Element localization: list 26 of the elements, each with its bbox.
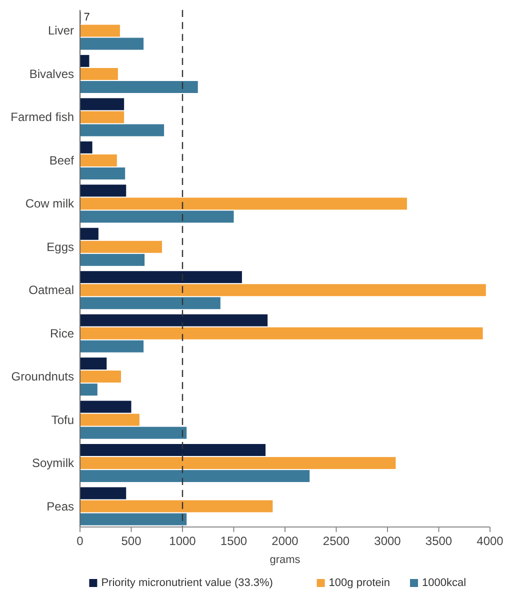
x-tick-label: 1500 <box>220 534 248 548</box>
x-tick-label: 500 <box>121 534 142 548</box>
data-label: 7 <box>84 12 90 24</box>
y-tick-label: Peas <box>46 499 74 514</box>
x-tick-label: 3500 <box>425 534 452 548</box>
legend-label: Priority micronutrient value (33.3%) <box>101 577 273 589</box>
x-tick-label: 1000 <box>169 534 196 548</box>
y-tick-label: Beef <box>49 153 75 168</box>
y-tick-label: Eggs <box>46 240 74 254</box>
y-tick-label: Rice <box>50 326 74 340</box>
y-tick-label: Soymilk <box>32 456 75 470</box>
x-axis-title: grams <box>270 554 301 566</box>
y-tick-label: Bivalves <box>29 66 74 81</box>
y-tick-label: Oatmeal <box>28 283 74 298</box>
y-tick-label: Groundnuts <box>11 370 74 384</box>
y-tick-label: Tofu <box>51 412 74 427</box>
x-tick-label: 3000 <box>374 534 402 548</box>
x-tick-label: 0 <box>76 534 84 548</box>
x-tick-label: 2500 <box>322 534 350 548</box>
y-tick-label: Liver <box>48 24 74 38</box>
x-tick-label: 2000 <box>272 534 299 548</box>
legend-label: 1000kcal <box>422 577 466 589</box>
legend-label: 100g protein <box>328 577 390 589</box>
y-tick-label: Cow milk <box>25 196 75 211</box>
y-tick-label: Farmed fish <box>10 110 74 124</box>
x-tick-label: 4000 <box>476 534 504 548</box>
